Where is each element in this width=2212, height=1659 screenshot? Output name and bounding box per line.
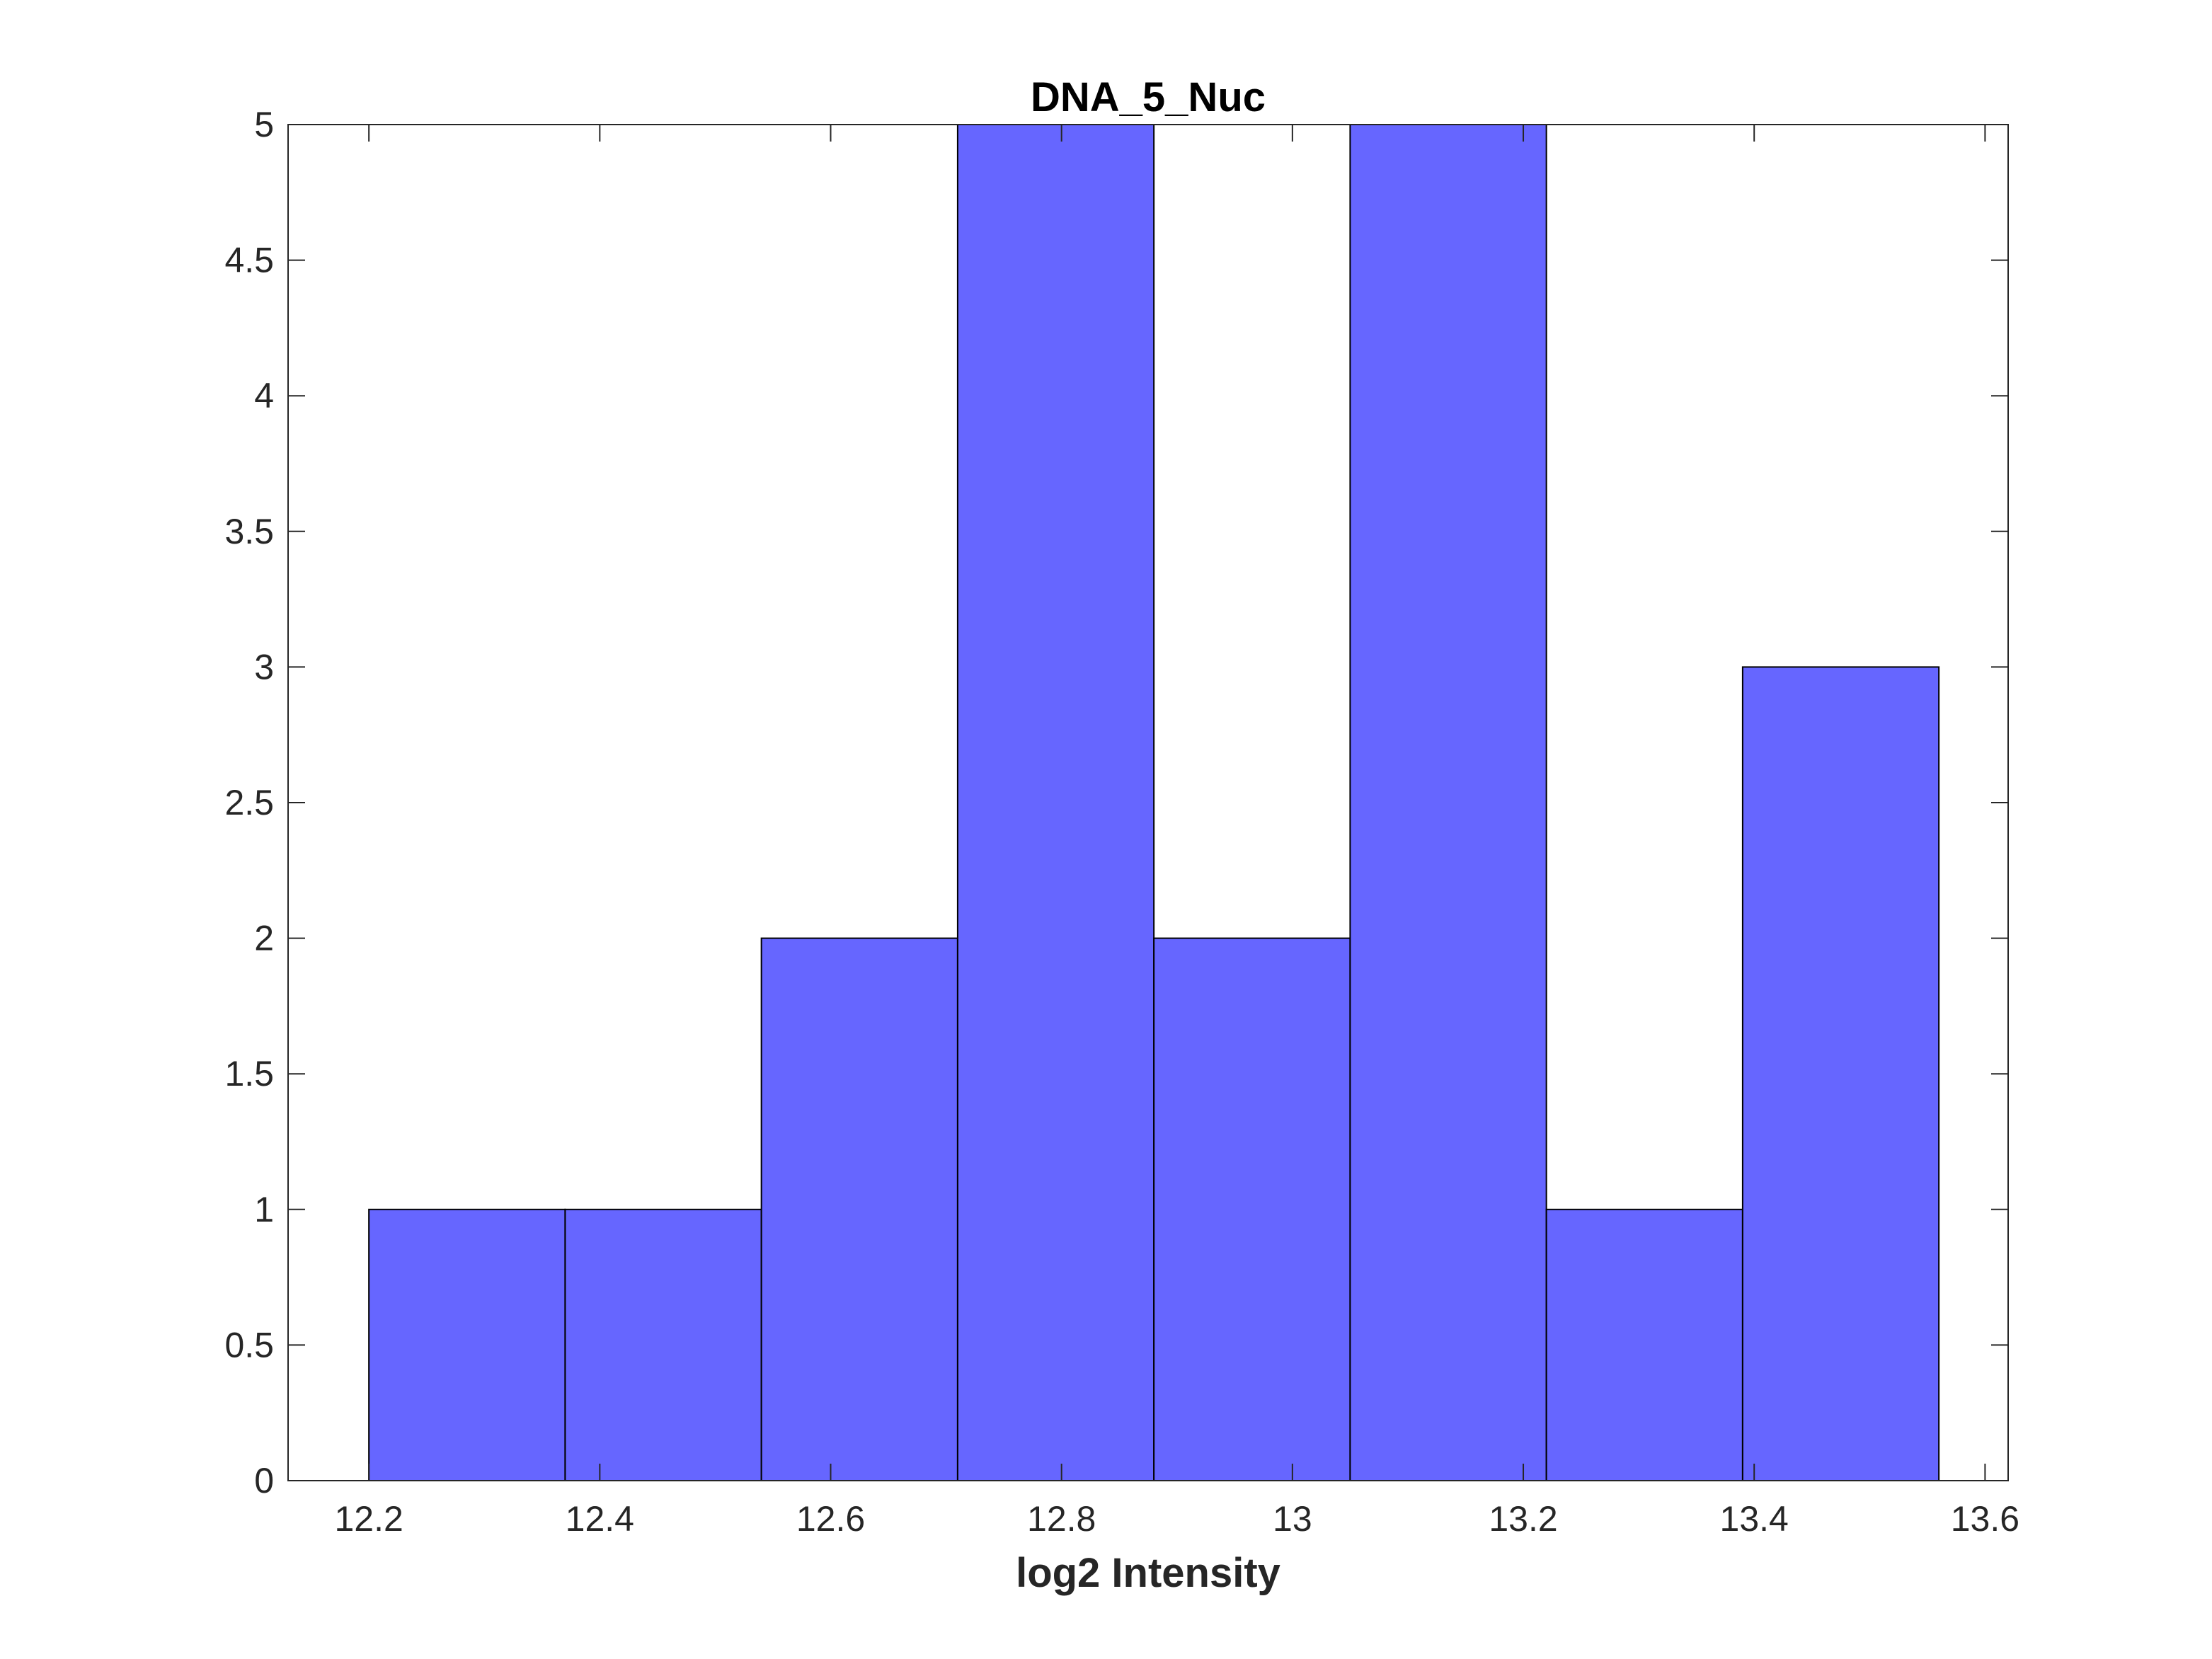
y-tick-label: 0 — [254, 1461, 274, 1500]
chart-title: DNA_5_Nuc — [1031, 74, 1266, 120]
y-tick-label: 5 — [254, 105, 274, 144]
histogram-bar — [368, 1208, 566, 1482]
histogram-bar — [760, 937, 958, 1481]
plot-frame — [287, 124, 2009, 1481]
y-tick-label: 1.5 — [224, 1054, 274, 1093]
x-axis-label: log2 Intensity — [1016, 1550, 1280, 1596]
histogram-bar — [1349, 124, 1547, 1481]
bars — [368, 124, 1940, 1482]
histogram-bar — [1545, 1208, 1743, 1482]
y-tick-label: 3.5 — [224, 512, 274, 551]
y-tick-label: 2.5 — [224, 783, 274, 822]
y-tick-label: 2 — [254, 919, 274, 958]
x-tick-label: 13.2 — [1489, 1499, 1557, 1539]
histogram-bar — [1741, 666, 1940, 1481]
x-tick-label: 12.4 — [566, 1499, 634, 1539]
x-tick-label: 12.8 — [1027, 1499, 1096, 1539]
y-tick-label: 4 — [254, 376, 274, 415]
y-tick-label: 0.5 — [224, 1325, 274, 1365]
y-tick-label: 4.5 — [224, 241, 274, 280]
histogram-bar — [956, 124, 1155, 1481]
x-tick-label: 13.4 — [1720, 1499, 1789, 1539]
histogram-bar — [564, 1208, 762, 1482]
y-tick-label: 1 — [254, 1190, 274, 1229]
x-tick-label: 12.6 — [796, 1499, 865, 1539]
x-tick-label: 12.2 — [334, 1499, 403, 1539]
y-tick-labels: 0 0.5 1 1.5 2 2.5 3 3.5 4 4.5 5 — [224, 105, 274, 1500]
x-tick-label: 13 — [1273, 1499, 1312, 1539]
y-tick-label: 3 — [254, 647, 274, 687]
x-tick-label: 13.6 — [1951, 1499, 2019, 1539]
x-tick-labels: 12.2 12.4 12.6 12.8 13 13.2 13.4 13.6 — [334, 1499, 2019, 1539]
histogram-bar — [1153, 937, 1351, 1481]
